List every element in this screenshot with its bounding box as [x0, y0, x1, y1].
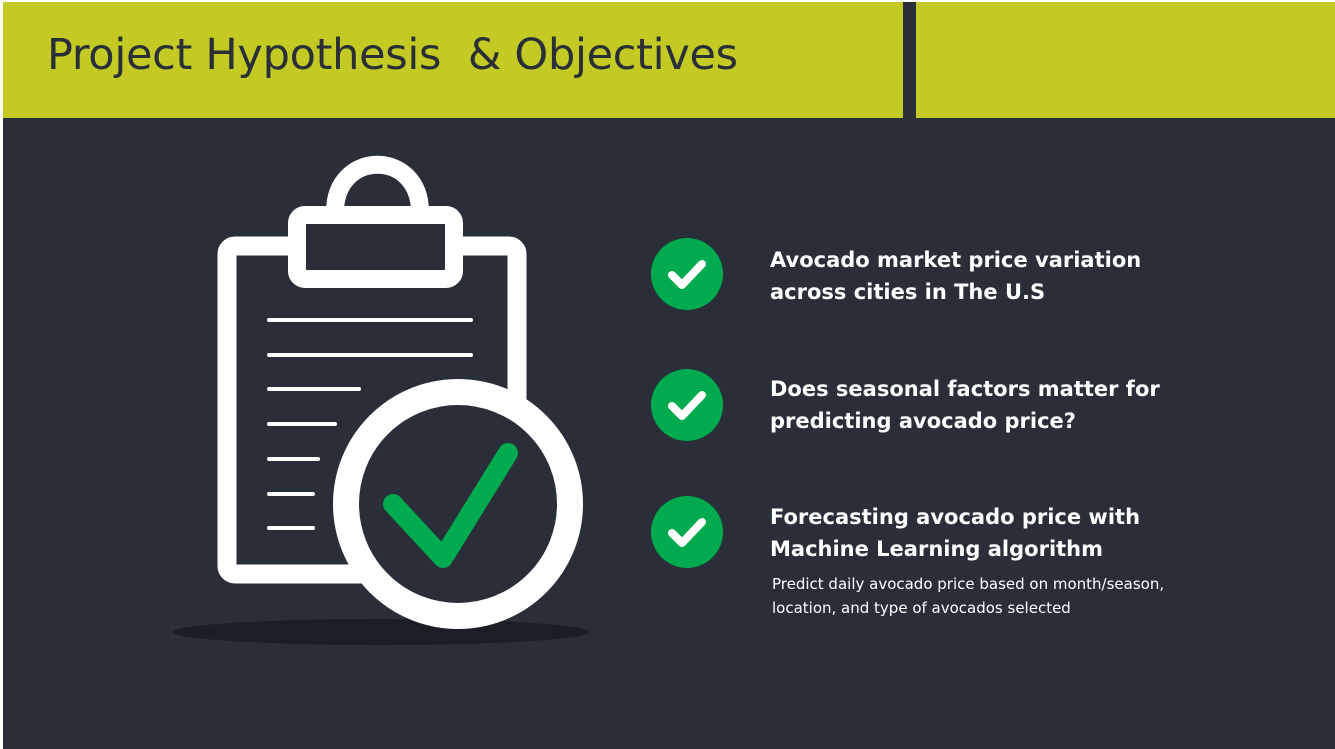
header-band: [3, 2, 1335, 118]
objective-2-title: Does seasonal factors matter for predict…: [770, 377, 1160, 433]
check-circle-icon: [651, 496, 723, 568]
objective-1-title: Avocado market price variation across ci…: [770, 248, 1142, 304]
objective-3-title: Forecasting avocado price with Machine L…: [770, 505, 1141, 561]
objective-3-subtitle: Predict daily avocado price based on mon…: [772, 575, 1165, 617]
illustration-shadow: [173, 619, 589, 645]
magnifier-check-icon: [333, 379, 583, 629]
header-divider: [903, 2, 916, 118]
check-circle-icon: [651, 369, 723, 441]
clipboard-check-illustration: [173, 155, 589, 645]
slide-title: Project Hypothesis & Objectives: [47, 30, 738, 80]
check-circle-icon: [651, 238, 723, 310]
slide: Project Hypothesis & Objectives Avo: [3, 2, 1335, 749]
